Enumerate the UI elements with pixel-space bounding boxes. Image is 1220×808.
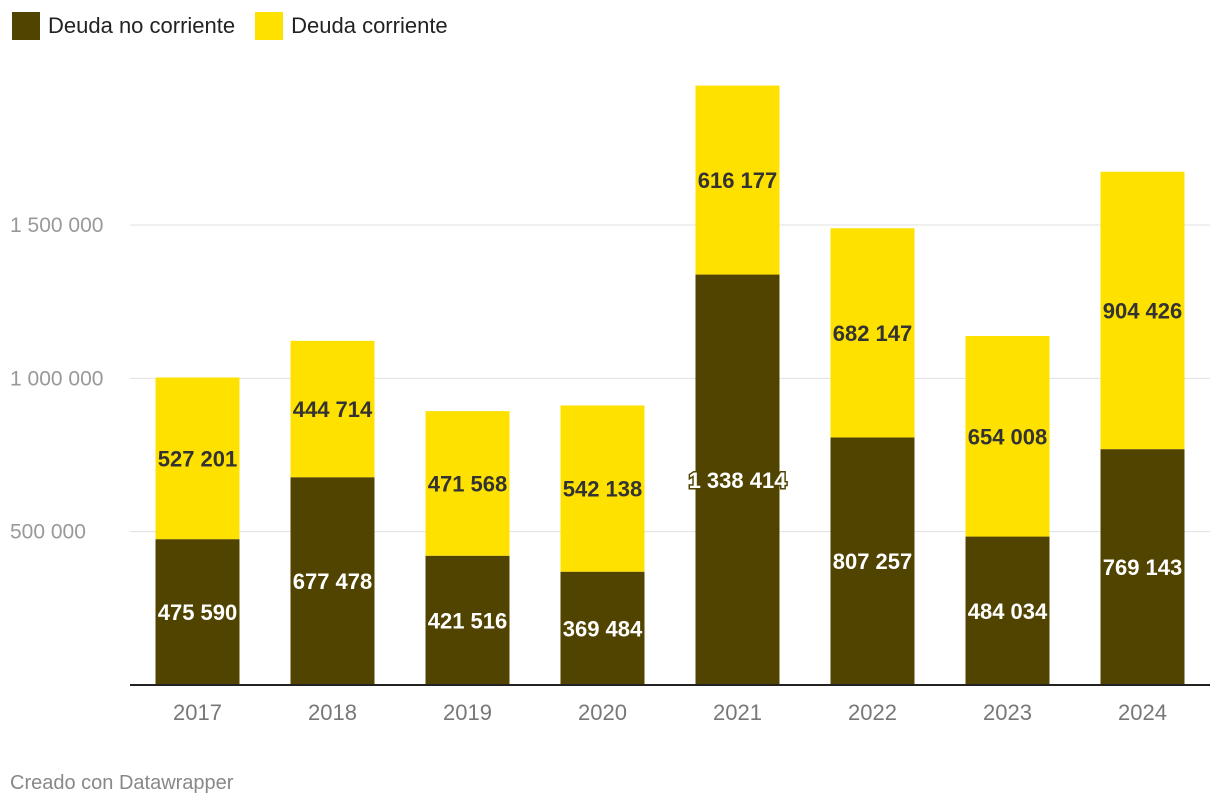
x-tick-label: 2021 xyxy=(713,700,762,725)
data-label: 369 484 xyxy=(563,616,643,641)
data-label: 654 008 xyxy=(968,424,1048,449)
data-label: 542 138 xyxy=(563,477,643,502)
bar-segment-deuda-no-corriente xyxy=(560,571,645,685)
data-label: 616 177 xyxy=(698,168,778,193)
bar-segment-deuda-corriente xyxy=(155,377,240,540)
legend-swatch-deuda-corriente xyxy=(255,12,284,40)
data-label: 527 201 xyxy=(158,446,238,471)
footer-credit: Creado con Datawrapper xyxy=(10,772,234,794)
y-tick-label: 1 000 000 xyxy=(10,367,103,390)
bar-segment-deuda-no-corriente xyxy=(965,536,1050,685)
data-label: 475 590 xyxy=(158,600,238,625)
x-tick-label: 2020 xyxy=(578,700,627,725)
bar-segment-deuda-corriente xyxy=(290,340,375,478)
legend-swatch-deuda-no-corriente xyxy=(12,12,40,40)
bar-segment-deuda-no-corriente xyxy=(155,539,240,685)
x-tick-label: 2018 xyxy=(308,700,357,725)
data-label: 769 143 xyxy=(1103,555,1183,580)
legend: Deuda no corriente Deuda corriente xyxy=(12,12,448,40)
legend-label-deuda-no-corriente: Deuda no corriente xyxy=(48,13,236,38)
bar-segment-deuda-corriente xyxy=(830,228,915,438)
data-label: 484 034 xyxy=(968,599,1048,624)
bar-segment-deuda-corriente xyxy=(560,405,645,572)
bar-segment-deuda-no-corriente xyxy=(425,555,510,685)
bar-segment-deuda-no-corriente xyxy=(695,274,780,685)
bar-segment-deuda-corriente xyxy=(965,336,1050,537)
data-label: 677 478 xyxy=(293,569,373,594)
y-tick-label: 1 500 000 xyxy=(10,214,103,237)
x-tick-label: 2017 xyxy=(173,700,222,725)
bar-segment-deuda-no-corriente xyxy=(1100,449,1185,685)
x-tick-label: 2022 xyxy=(848,700,897,725)
y-tick-label: 500 000 xyxy=(10,521,86,544)
x-tick-label: 2023 xyxy=(983,700,1032,725)
legend-label-deuda-corriente: Deuda corriente xyxy=(291,13,448,38)
data-label: 471 568 xyxy=(428,471,508,496)
legend-item-deuda-no-corriente: Deuda no corriente xyxy=(12,12,235,40)
bar-segment-deuda-no-corriente xyxy=(830,437,915,685)
data-label: 421 516 xyxy=(428,608,508,633)
legend-item-deuda-corriente: Deuda corriente xyxy=(255,12,448,40)
data-label: 1 338 414 xyxy=(689,468,788,493)
bar-segment-deuda-corriente xyxy=(695,85,780,275)
bar-segment-deuda-corriente xyxy=(1100,171,1185,450)
x-tick-label: 2019 xyxy=(443,700,492,725)
x-tick-label: 2024 xyxy=(1118,700,1167,725)
bar-segment-deuda-corriente xyxy=(425,411,510,556)
bar-segment-deuda-no-corriente xyxy=(290,477,375,685)
data-label: 444 714 xyxy=(293,397,373,422)
data-label: 904 426 xyxy=(1103,298,1183,323)
data-label: 807 257 xyxy=(833,549,913,574)
data-label: 682 147 xyxy=(833,321,913,346)
